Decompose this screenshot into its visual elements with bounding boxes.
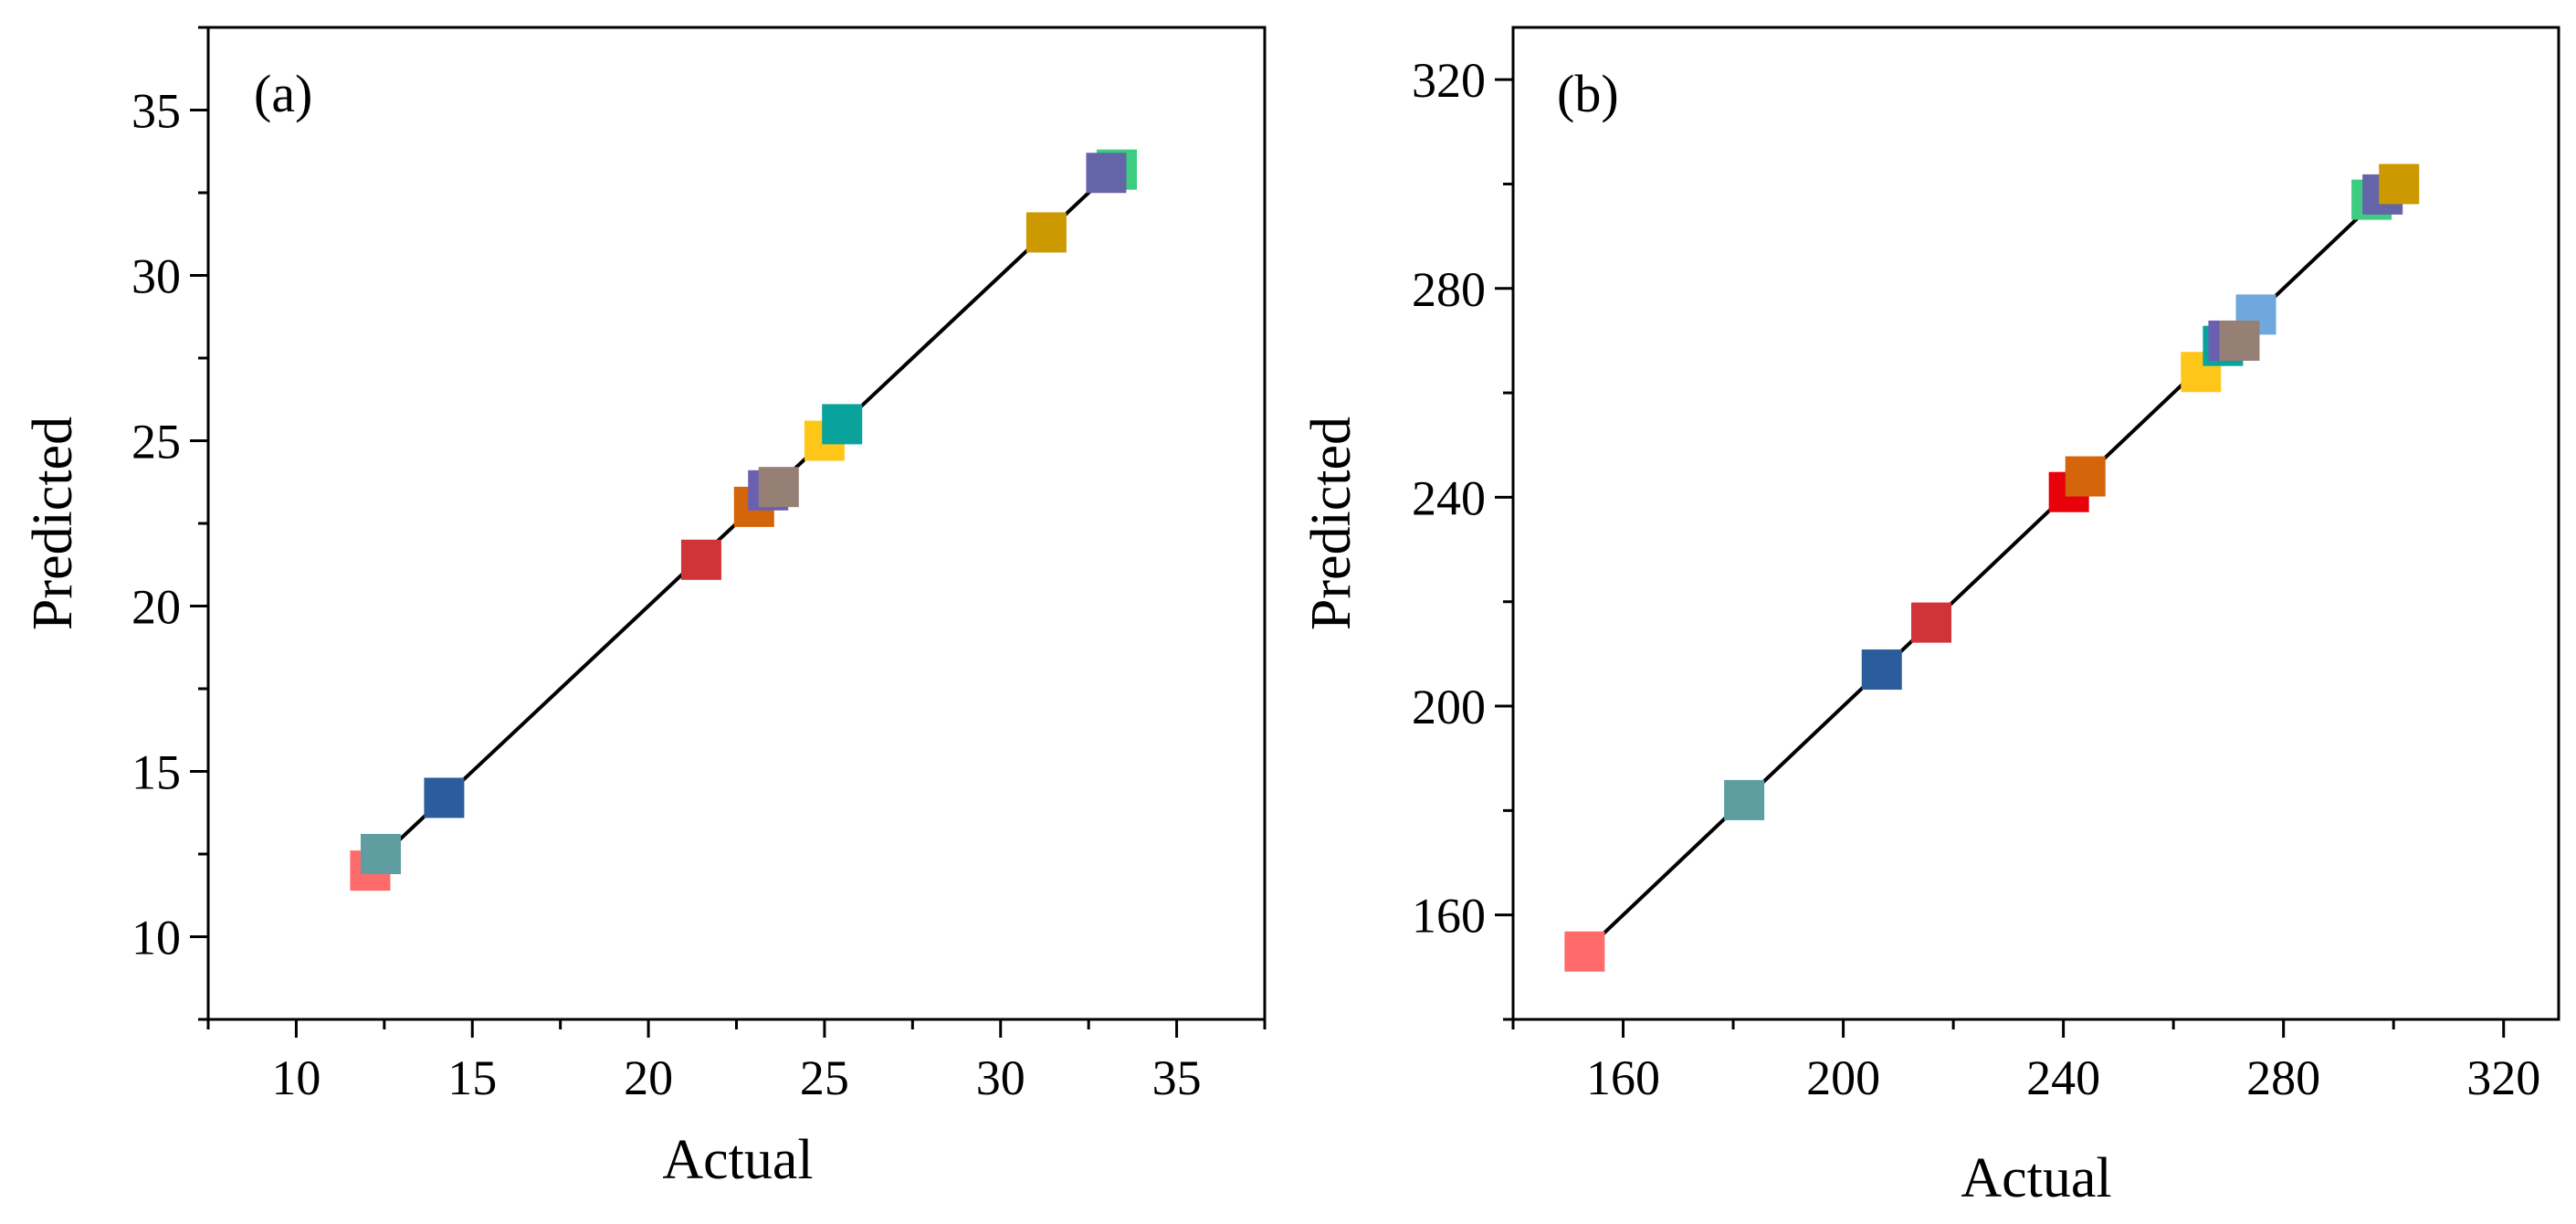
x-tick-label: 20 xyxy=(624,1050,673,1105)
y-tick-label: 200 xyxy=(1412,680,1486,734)
x-axis-title: Actual xyxy=(1961,1147,2111,1209)
x-tick-label: 25 xyxy=(800,1050,849,1105)
data-point xyxy=(1724,779,1765,820)
panel-label: (a) xyxy=(254,64,312,123)
data-point xyxy=(758,467,799,508)
y-tick-label: 280 xyxy=(1412,262,1486,317)
data-point xyxy=(2379,164,2420,205)
y-tick-label: 320 xyxy=(1412,53,1486,108)
y-tick-label: 35 xyxy=(131,84,181,139)
x-tick-label: 160 xyxy=(1586,1050,1660,1105)
plot-frame xyxy=(1511,26,2560,1021)
data-point xyxy=(1911,602,1951,643)
x-tick-label: 10 xyxy=(271,1050,321,1105)
x-axis-title: Actual xyxy=(662,1129,813,1191)
data-point xyxy=(1086,153,1127,194)
y-tick-label: 10 xyxy=(131,911,181,965)
y-tick-label: 25 xyxy=(131,415,181,470)
x-tick-label: 15 xyxy=(447,1050,497,1105)
x-tick-label: 280 xyxy=(2246,1050,2320,1105)
y-axis-title: Predicted xyxy=(22,417,84,630)
data-point xyxy=(2065,456,2106,497)
x-tick-label: 240 xyxy=(2026,1050,2100,1105)
x-tick-label: 320 xyxy=(2466,1050,2540,1105)
data-point xyxy=(822,404,863,445)
data-point xyxy=(1025,212,1067,253)
y-tick-label: 20 xyxy=(131,580,181,635)
panel-label: (b) xyxy=(1557,64,1619,123)
y-tick-label: 240 xyxy=(1412,470,1486,525)
y-axis-title: Predicted xyxy=(1300,417,1362,630)
data-point xyxy=(424,777,465,818)
y-tick-label: 160 xyxy=(1412,889,1486,944)
x-tick-label: 30 xyxy=(976,1050,1025,1105)
x-tick-label: 35 xyxy=(1152,1050,1202,1105)
data-point xyxy=(1564,931,1605,972)
panel-a-chart: 10 15 20 25 30 35 10 15 20 25 30 35 Actual Predicted (… xyxy=(22,26,1267,1191)
data-point xyxy=(680,539,721,580)
data-point xyxy=(1861,649,1902,691)
panel-b-chart: 160 200 240 280 320 160 200 240 280 320 Actual Pred… xyxy=(1300,26,2560,1209)
y-tick-label: 30 xyxy=(131,249,181,304)
data-point xyxy=(360,834,401,874)
y-tick-label: 15 xyxy=(131,745,181,800)
x-tick-label: 200 xyxy=(1806,1050,1880,1105)
data-point xyxy=(2219,320,2260,361)
